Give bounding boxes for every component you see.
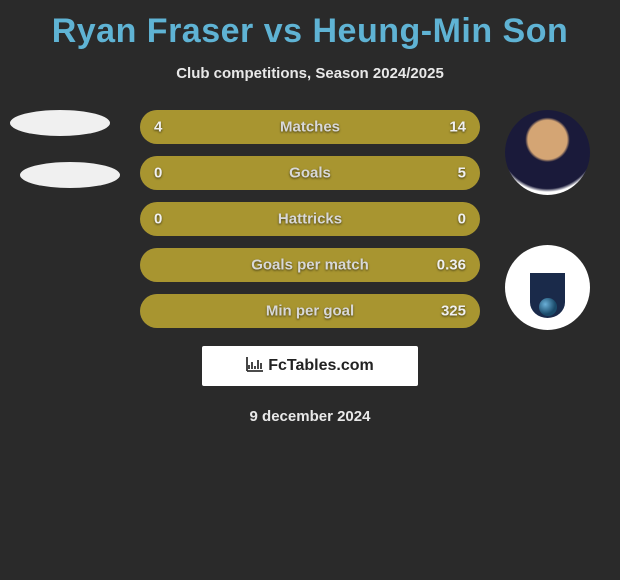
player-right-avatar (505, 110, 590, 195)
stats-area: 4 Matches 14 0 Goals 5 0 Hattricks 0 Goals per ma… (0, 110, 620, 328)
stat-left-value: 0 (154, 211, 162, 228)
stat-right-value: 0.36 (437, 257, 466, 274)
stat-bar: 0 Hattricks 0 (140, 202, 480, 236)
stat-right-value: 0 (458, 211, 466, 228)
player-left-shadow-2 (20, 162, 120, 188)
stat-left-value: 0 (154, 165, 162, 182)
chart-icon (246, 356, 264, 377)
stat-right-value: 325 (441, 303, 466, 320)
stat-label: Goals per match (251, 257, 369, 274)
stat-row: 0 Hattricks 0 (0, 202, 620, 236)
watermark-text: FcTables.com (268, 357, 374, 375)
stat-bar: 4 Matches 14 (140, 110, 480, 144)
stat-bar: 0 Goals 5 (140, 156, 480, 190)
stat-label: Hattricks (278, 211, 342, 228)
player-left-shadow-1 (10, 110, 110, 136)
stat-bar: Goals per match 0.36 (140, 248, 480, 282)
crest-icon (520, 255, 575, 320)
subtitle: Club competitions, Season 2024/2025 (0, 65, 620, 82)
page-title: Ryan Fraser vs Heung-Min Son (0, 0, 620, 51)
date-text: 9 december 2024 (0, 408, 620, 425)
stat-bar: Min per goal 325 (140, 294, 480, 328)
stat-label: Matches (280, 119, 340, 136)
stat-left-value: 4 (154, 119, 162, 136)
club-right-crest (505, 245, 590, 330)
stat-right-value: 14 (449, 119, 466, 136)
stat-label: Min per goal (266, 303, 354, 320)
stat-label: Goals (289, 165, 331, 182)
watermark: FcTables.com (202, 346, 418, 386)
stat-right-value: 5 (458, 165, 466, 182)
